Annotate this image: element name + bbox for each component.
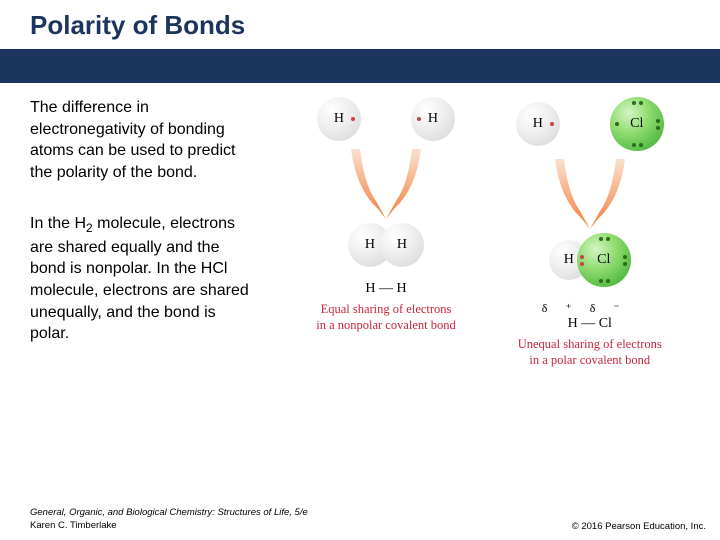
paragraph-2: In the H2 molecule, electrons are shared… [30,213,250,344]
bond-formula-hh: H — H [365,281,406,297]
atom-label-h: H [334,111,344,127]
page-title: Polarity of Bonds [0,0,720,49]
bond-hcl-text: H — Cl [568,316,612,331]
footer-book-title: General, Organic, and Biological Chemist… [30,507,308,519]
p2-part-a: In the H [30,215,86,232]
bonding-arrows-icon [326,149,446,219]
footer-author: Karen C. Timberlake [30,520,308,532]
p2-part-b: molecule, electrons are shared equally a… [30,215,249,342]
electron-dot [632,143,636,147]
caption-line: in a polar covalent bond [529,353,650,367]
electron-dot [639,101,643,105]
atom-cl-bonded: Cl [577,233,631,287]
electron-dot [580,262,584,266]
text-column: The difference in electronegativity of b… [30,97,250,369]
delta-plus: δ⁺ [542,301,590,315]
content-area: The difference in electronegativity of b… [0,83,720,369]
footer-citation: General, Organic, and Biological Chemist… [30,507,308,532]
atom-label-h: H [397,237,407,253]
caption-nonpolar: Equal sharing of electrons in a nonpolar… [316,301,456,334]
electron-dot [656,119,660,123]
paragraph-1: The difference in electronegativity of b… [30,97,250,183]
separated-atoms-hcl: H Cl [516,97,664,151]
electron-dot [623,255,627,259]
electron-dot [615,122,619,126]
electron-dot [599,279,603,283]
atom-cl: Cl [610,97,664,151]
bonding-arrows-icon [530,159,650,229]
delta-minus: δ⁻ [590,301,638,315]
atom-label-cl: Cl [630,116,643,132]
electron-dot [580,255,584,259]
atom-h-right: H [411,97,455,141]
electron-dot [550,122,554,126]
separated-atoms-hh: H H [317,97,455,141]
footer-copyright: © 2016 Pearson Education, Inc. [572,521,706,532]
subscript-2: 2 [86,222,93,236]
delta-charges: δ⁺δ⁻ [542,301,638,316]
diagram-polar: H Cl [516,97,664,369]
electron-dot [606,237,610,241]
electron-dot [351,117,355,121]
diagram-row: H H [270,97,710,369]
atom-label-cl: Cl [597,252,610,268]
atom-label-h: H [365,237,375,253]
electron-dot [606,279,610,283]
caption-line: in a nonpolar covalent bond [316,318,456,332]
footer: General, Organic, and Biological Chemist… [30,507,706,532]
electron-dot [417,117,421,121]
title-divider-bar [0,49,720,83]
electron-dot [632,101,636,105]
bonded-hh: H H [354,223,418,267]
atom-label-h: H [428,111,438,127]
bond-formula-hcl: δ⁺δ⁻ H — Cl [542,301,638,332]
electron-dot [599,237,603,241]
atom-label-h: H [564,252,574,268]
atom-h-polar: H [516,97,560,151]
caption-line: Unequal sharing of electrons [518,337,662,351]
electron-dot [623,262,627,266]
electron-dot [639,143,643,147]
electron-dot [656,126,660,130]
atom-h-left: H [317,97,361,141]
atom-h-bonded-right: H [380,223,424,267]
atom-label-h: H [533,116,543,132]
diagram-column: H H [250,97,710,369]
diagram-nonpolar: H H [316,97,456,369]
bonded-hcl: H Cl [555,233,625,287]
caption-polar: Unequal sharing of electrons in a polar … [518,336,662,369]
caption-line: Equal sharing of electrons [321,302,452,316]
